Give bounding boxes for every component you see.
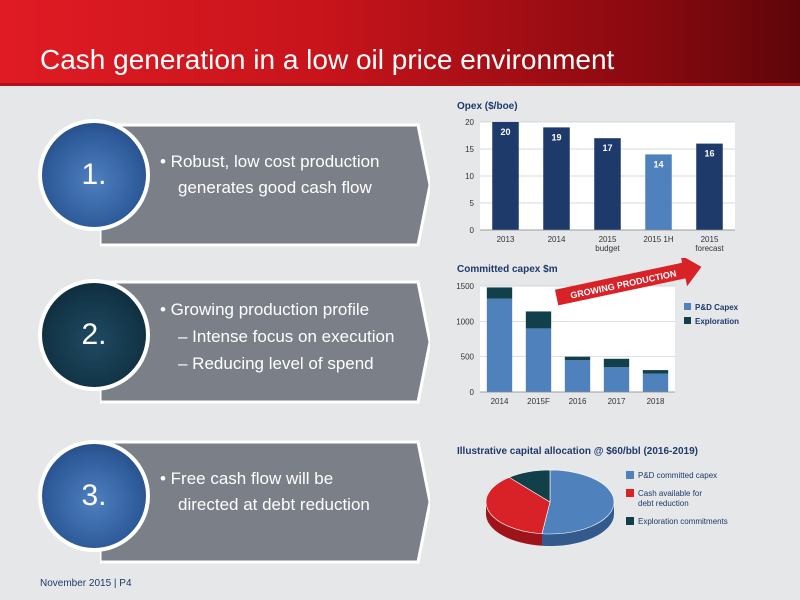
y-tick-label: 10 (465, 172, 474, 181)
opex-chart-title: Opex ($/boe) (457, 101, 518, 112)
bar (696, 143, 723, 230)
stacked-bar-segment (642, 373, 669, 392)
y-tick-label: 20 (465, 118, 474, 127)
capex-chart-title: Committed capex $m (457, 264, 558, 275)
pie-slice (485, 477, 551, 535)
x-tick-label: 2018 (647, 397, 665, 406)
pie-slice-side (486, 502, 542, 546)
point-2-line-3: – Reducing level of spend (178, 354, 374, 373)
pie-slice-side (541, 502, 614, 546)
x-tick-label: 2016 (569, 397, 587, 406)
stacked-bar-segment (525, 311, 552, 329)
pie-slice (508, 469, 551, 503)
legend-swatch (684, 317, 691, 324)
bar-value-label: 14 (653, 159, 663, 169)
slide-header: Cash generation in a low oil price envir… (0, 0, 800, 86)
legend-label: Exploration commitments (638, 517, 728, 526)
point-2-text: • Growing production profile – Intense f… (160, 296, 420, 377)
bar (594, 138, 621, 230)
y-tick-label: 15 (465, 145, 474, 154)
arrow-shape (100, 280, 430, 404)
x-tick-label: 2014 (548, 235, 566, 244)
arrow-shape (100, 123, 430, 247)
header-rule (0, 83, 800, 86)
bar-value-label: 20 (500, 127, 510, 137)
capex-chart: 0 500 1000 1500 2014 2015F 2016 2017 2018 P&D Cap… (456, 282, 739, 406)
bar (645, 154, 672, 230)
x-tick-label: forecast (695, 244, 724, 253)
point-3-number-badge: 3. (38, 440, 150, 552)
stacked-bar-segment (564, 356, 591, 361)
point-1-line-1: • Robust, low cost production (160, 152, 380, 171)
stacked-bar-segment (486, 287, 513, 299)
bar-value-label: 19 (551, 132, 561, 142)
footer: November 2015 | P4 (40, 578, 132, 589)
y-tick-label: 0 (470, 388, 475, 397)
bar-value-label: 16 (704, 149, 714, 159)
x-tick-label: 2015 (701, 235, 719, 244)
stacked-bar-segment (525, 328, 552, 392)
x-tick-label: 2013 (497, 235, 515, 244)
slide-title: Cash generation in a low oil price envir… (40, 44, 615, 75)
legend-swatch (626, 489, 634, 497)
arrow-shape (100, 440, 430, 564)
legend-swatch (626, 517, 634, 525)
y-tick-label: 500 (461, 353, 475, 362)
bar (543, 127, 570, 230)
legend-label: Cash available for (638, 489, 702, 498)
pie-slice (541, 469, 615, 535)
legend-label: P&D committed capex (638, 471, 717, 480)
stacked-bar-segment (564, 360, 591, 392)
legend-label: Exploration (695, 317, 739, 326)
x-tick-label: budget (595, 244, 620, 253)
stacked-bar-segment (603, 367, 630, 392)
allocation-pie-chart: P&D committed capex Cash available fordeb… (485, 469, 728, 546)
stacked-bar-segment (486, 298, 513, 392)
point-2-arrow: • Growing production profile – Intense f… (100, 280, 430, 404)
x-tick-label: 2015 (599, 235, 617, 244)
stacked-bar-segment (603, 358, 630, 368)
legend-label: debt reduction (638, 499, 689, 508)
x-tick-label: 2015 1H (643, 235, 673, 244)
x-tick-label: 2015F (527, 397, 550, 406)
point-1-text: • Robust, low cost production generates … (160, 149, 420, 201)
y-tick-label: 1000 (456, 317, 474, 326)
y-tick-label: 0 (470, 226, 475, 235)
point-2-line-2: – Intense focus on execution (178, 327, 395, 346)
allocation-chart-title: Illustrative capital allocation @ $60/bb… (457, 446, 698, 457)
point-1-number-badge: 1. (38, 119, 150, 231)
x-tick-label: 2017 (608, 397, 626, 406)
point-3-line-2: directed at debt reduction (178, 495, 370, 514)
point-3-line-1: • Free cash flow will be (160, 469, 334, 488)
point-3-text: • Free cash flow will be directed at deb… (160, 466, 420, 518)
point-1-line-2: generates good cash flow (178, 178, 372, 197)
legend-label: P&D Capex (695, 303, 739, 312)
y-tick-label: 1500 (456, 282, 474, 291)
stacked-bar-segment (642, 370, 669, 374)
x-tick-label: 2014 (491, 397, 509, 406)
bar-value-label: 17 (602, 143, 612, 153)
point-2-number-badge: 2. (38, 279, 150, 391)
y-tick-label: 5 (470, 199, 475, 208)
point-2-line-1: • Growing production profile (160, 300, 370, 319)
point-1-arrow: • Robust, low cost production generates … (100, 123, 430, 247)
legend-swatch (626, 471, 634, 479)
legend-swatch (684, 303, 691, 310)
growing-production-arrow: GROWING PRODUCTION (554, 258, 702, 306)
point-3-arrow: • Free cash flow will be directed at deb… (100, 440, 430, 564)
bar (492, 122, 519, 230)
